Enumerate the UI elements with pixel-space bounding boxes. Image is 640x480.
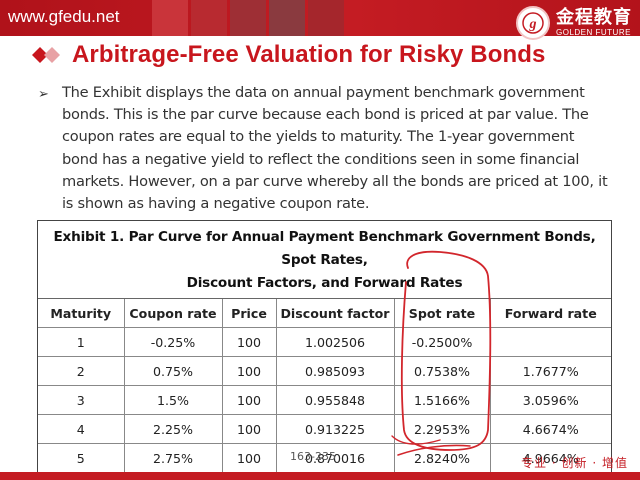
site-url[interactable]: www.gfedu.net	[8, 7, 120, 26]
table-cell: -0.2500%	[394, 327, 491, 357]
table-cell: 1	[38, 327, 125, 357]
table-cell: 3	[38, 385, 125, 415]
paragraph-line: coupon rates are equal to the yields to …	[62, 128, 575, 146]
logo-seal-icon: g	[516, 6, 550, 40]
footer-slogan: 专业 · 创新 · 增值	[521, 456, 628, 470]
page-title: Arbitrage-Free Valuation for Risky Bonds	[72, 41, 546, 68]
table-cell: 4.6674%	[490, 414, 611, 444]
column-header: Discount factor	[276, 299, 395, 328]
column-header: Coupon rate	[124, 299, 223, 328]
table-row: 3 1.5% 100 0.955848 1.5166% 3.0596%	[38, 385, 611, 415]
table-cell: 2.8240%	[394, 443, 491, 472]
title-row: Arbitrage-Free Valuation for Risky Bonds	[30, 41, 545, 69]
exhibit-caption: Exhibit 1. Par Curve for Annual Payment …	[38, 221, 611, 299]
table-cell: 0.913225	[276, 414, 395, 444]
table-cell: 1.5166%	[394, 385, 491, 415]
table-row: 2 0.75% 100 0.985093 0.7538% 1.7677%	[38, 356, 611, 386]
table-row: 1 -0.25% 100 1.002506 -0.2500%	[38, 327, 611, 357]
header-bar: www.gfedu.net g 金程教育 GOLDEN FUTURE	[0, 0, 640, 40]
paragraph-line: bonds. This is the par curve because eac…	[62, 106, 589, 124]
table-header-row: Maturity Coupon rate Price Discount fact…	[38, 299, 611, 328]
table-cell: 0.870016	[276, 443, 395, 472]
table-cell: 2.75%	[124, 443, 223, 472]
caption-line: Discount Factors, and Forward Rates	[186, 275, 463, 291]
arrow-bullet-icon: ➢	[38, 86, 49, 101]
table-cell: 0.7538%	[394, 356, 491, 386]
table-cell: 5	[38, 443, 125, 472]
table-cell: 0.985093	[276, 356, 395, 386]
exhibit-table: Exhibit 1. Par Curve for Annual Payment …	[37, 220, 612, 473]
header-decoration	[152, 0, 347, 36]
logo-cn-text: 金程教育	[556, 7, 632, 28]
table-cell: 2	[38, 356, 125, 386]
column-header: Spot rate	[394, 299, 491, 328]
table-cell: 100	[222, 414, 277, 444]
table-cell: 1.002506	[276, 327, 395, 357]
table-cell: 100	[222, 327, 277, 357]
column-header: Maturity	[38, 299, 125, 328]
brand-logo: g 金程教育 GOLDEN FUTURE	[516, 3, 632, 43]
table-cell: 2.2953%	[394, 414, 491, 444]
table-cell: 100	[222, 443, 277, 472]
paragraph-line: bond has a negative yield to reflect the…	[62, 150, 580, 168]
svg-text:g: g	[529, 17, 537, 32]
table-cell	[490, 327, 611, 357]
table-row: 4 2.25% 100 0.913225 2.2953% 4.6674%	[38, 414, 611, 444]
logo-en-text: GOLDEN FUTURE	[556, 28, 631, 37]
body-paragraph: The Exhibit displays the data on annual …	[62, 82, 622, 215]
table-cell: 0.75%	[124, 356, 223, 386]
data-table: Maturity Coupon rate Price Discount fact…	[38, 299, 611, 472]
column-header: Forward rate	[490, 299, 611, 328]
footer-bar	[0, 472, 640, 480]
table-cell: -0.25%	[124, 327, 223, 357]
table-cell: 1.5%	[124, 385, 223, 415]
diamond-title-icon	[32, 47, 60, 63]
table-row: 5 2.75% 100 0.870016 2.8240% 4.9664%	[38, 443, 611, 472]
paragraph-line: The Exhibit displays the data on annual …	[62, 84, 585, 101]
table-cell: 0.955848	[276, 385, 395, 415]
table-cell: 2.25%	[124, 414, 223, 444]
column-header: Price	[222, 299, 277, 328]
table-cell: 100	[222, 385, 277, 415]
table-cell: 4	[38, 414, 125, 444]
caption-line: Exhibit 1. Par Curve for Annual Payment …	[53, 229, 596, 268]
table-cell: 1.7677%	[490, 356, 611, 386]
page-number: 163-235	[290, 450, 336, 463]
paragraph-line: markets. However, on a par curve whereby…	[62, 172, 608, 190]
table-cell: 3.0596%	[490, 385, 611, 415]
table-cell: 100	[222, 356, 277, 386]
table-cell: 4.9664%	[522, 450, 579, 466]
paragraph-line: is shown as having a negative coupon rat…	[62, 195, 370, 213]
